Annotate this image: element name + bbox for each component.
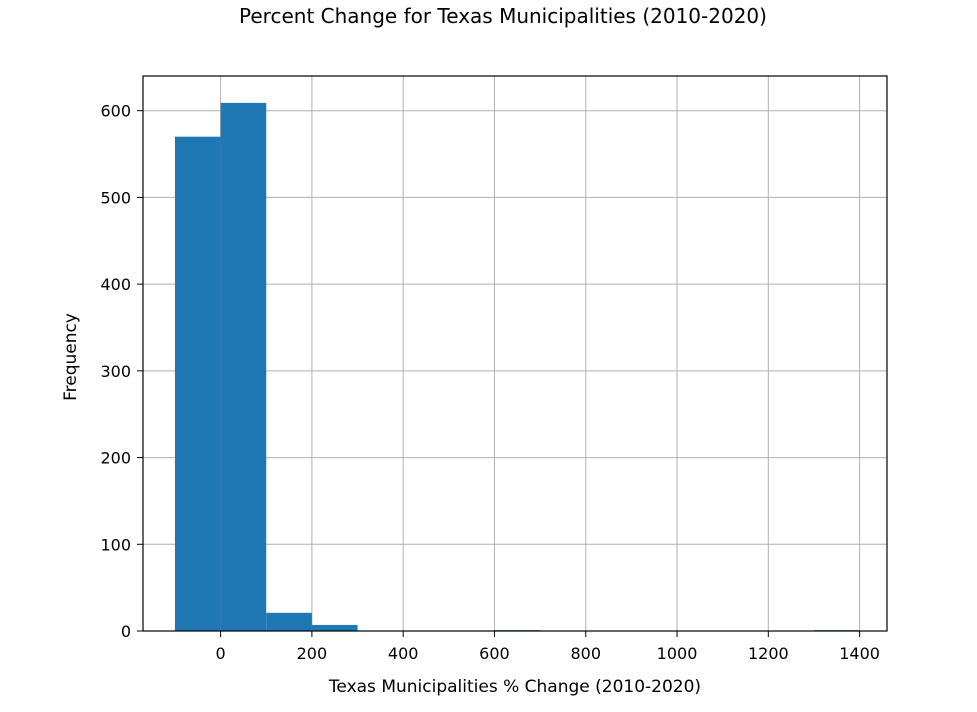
x-tick-label: 400: [388, 644, 419, 663]
y-tick-label: 300: [100, 362, 131, 381]
histogram-bar: [266, 612, 312, 631]
x-tick-label: 1200: [748, 644, 789, 663]
histogram-bars: [174, 102, 860, 631]
x-tick-label: 1400: [839, 644, 880, 663]
chart-title: Percent Change for Texas Municipalities …: [239, 4, 767, 28]
y-axis-label: Frequency: [61, 313, 81, 401]
x-tick-label: 800: [570, 644, 601, 663]
x-tick-label: 0: [216, 644, 226, 663]
y-tick-label: 400: [100, 275, 131, 294]
histogram-bar: [220, 102, 267, 631]
y-tick-label: 500: [100, 188, 131, 207]
axis-ticks: 0 200 400 600 800 1000 1200 1400 0 100 200 300 400 50…: [100, 102, 880, 663]
x-tick-label: 1000: [657, 644, 698, 663]
y-tick-label: 600: [100, 102, 131, 121]
y-tick-label: 200: [100, 449, 131, 468]
histogram-bar: [311, 624, 358, 631]
x-tick-label: 600: [479, 644, 510, 663]
y-tick-label: 0: [121, 622, 131, 641]
histogram-bar: [174, 136, 221, 631]
x-tick-label: 200: [297, 644, 328, 663]
y-tick-label: 100: [100, 535, 131, 554]
grid-lines: [143, 76, 887, 632]
plot-frame: [142, 75, 888, 632]
x-axis-label: Texas Municipalities % Change (2010-2020…: [328, 677, 701, 697]
